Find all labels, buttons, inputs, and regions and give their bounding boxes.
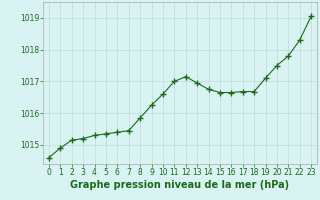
- X-axis label: Graphe pression niveau de la mer (hPa): Graphe pression niveau de la mer (hPa): [70, 180, 290, 190]
